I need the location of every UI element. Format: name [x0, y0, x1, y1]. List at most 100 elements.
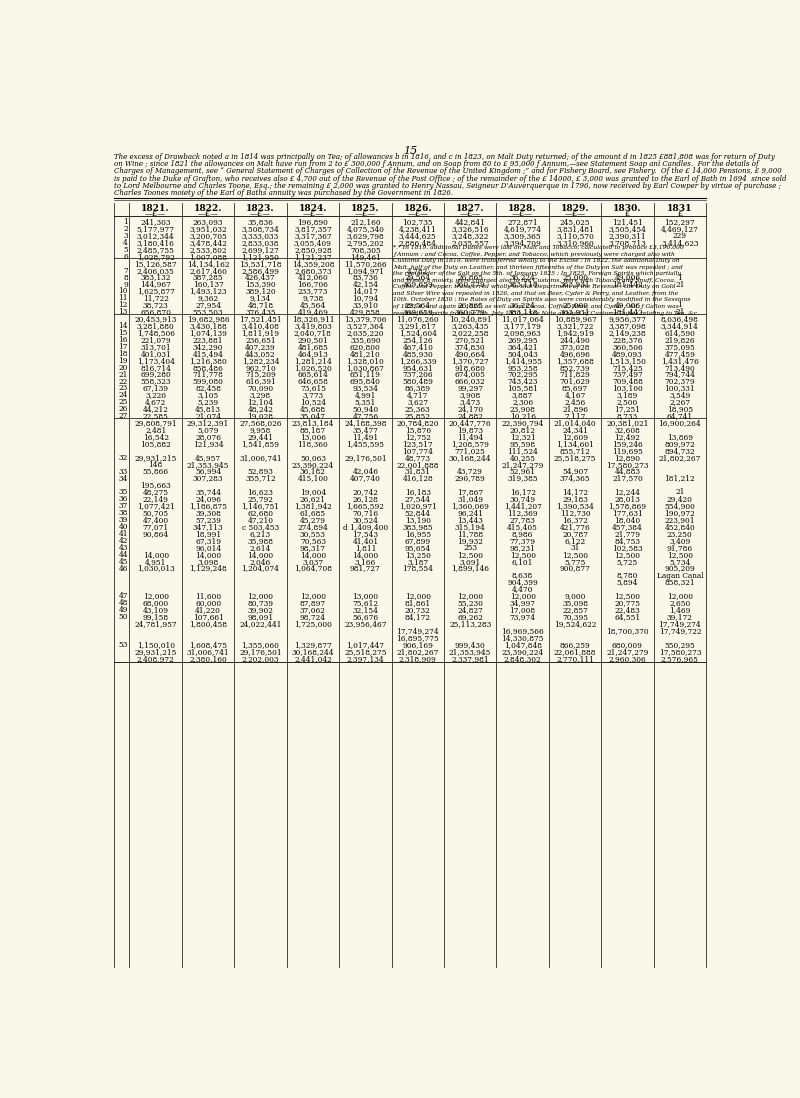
Text: 17,867: 17,867 — [457, 489, 483, 496]
Text: 26,128: 26,128 — [352, 495, 378, 503]
Text: 1,134,601: 1,134,601 — [556, 440, 594, 448]
Text: 962,710: 962,710 — [245, 363, 276, 372]
Text: 5: 5 — [123, 246, 128, 254]
Text: 360,506: 360,506 — [612, 343, 642, 351]
Text: 3,037: 3,037 — [302, 558, 323, 565]
Text: 5,775: 5,775 — [564, 558, 586, 565]
Text: 21,353,945: 21,353,945 — [449, 648, 491, 656]
Text: 53: 53 — [118, 641, 128, 649]
Text: 98,317: 98,317 — [300, 544, 326, 552]
Text: 5,177,977: 5,177,977 — [137, 225, 174, 233]
Text: 107,661: 107,661 — [193, 613, 223, 621]
Text: 54,907: 54,907 — [562, 468, 588, 475]
Text: 1829.: 1829. — [561, 203, 590, 213]
Text: 90,864: 90,864 — [142, 530, 169, 538]
Text: 86,389: 86,389 — [405, 384, 430, 392]
Text: 360,779: 360,779 — [454, 309, 486, 316]
Text: —£—: —£— — [198, 211, 218, 219]
Text: 6,213: 6,213 — [250, 530, 271, 538]
Text: 906,169: 906,169 — [402, 641, 433, 649]
Text: 52,893: 52,893 — [247, 468, 274, 475]
Text: 1824.: 1824. — [298, 203, 327, 213]
Text: 16,172: 16,172 — [510, 489, 535, 496]
Text: 32,154: 32,154 — [352, 606, 378, 614]
Text: 75,612: 75,612 — [352, 600, 378, 607]
Text: 11,017,064: 11,017,064 — [502, 315, 544, 323]
Text: 1821.: 1821. — [142, 203, 170, 213]
Text: 70,395: 70,395 — [562, 613, 588, 621]
Text: 10: 10 — [118, 288, 128, 295]
Text: 36,224: 36,224 — [510, 301, 535, 310]
Text: 858,321: 858,321 — [665, 579, 695, 586]
Text: 35,477: 35,477 — [352, 426, 378, 434]
Text: 504,043: 504,043 — [507, 350, 538, 358]
Text: 852,739: 852,739 — [560, 363, 590, 372]
Text: 20: 20 — [118, 363, 128, 372]
Text: c 503,453: c 503,453 — [242, 523, 279, 531]
Text: 2,380,160: 2,380,160 — [190, 654, 227, 663]
Text: 3,831,481: 3,831,481 — [556, 225, 594, 233]
Text: 20,742: 20,742 — [352, 489, 378, 496]
Text: 1825.: 1825. — [351, 203, 379, 213]
Text: 383,132: 383,132 — [141, 273, 171, 281]
Text: 3,263,435: 3,263,435 — [451, 322, 489, 330]
Text: 5,351: 5,351 — [354, 399, 376, 406]
Text: Customs Duty in 1819, were transferred wholly to the Excise ; In 1822, the addit: Customs Duty in 1819, were transferred w… — [393, 258, 680, 264]
Text: 81,861: 81,861 — [405, 600, 431, 607]
Text: 894,732: 894,732 — [665, 447, 695, 455]
Text: 14,000: 14,000 — [195, 551, 221, 559]
Text: 374,830: 374,830 — [455, 343, 486, 351]
Text: 558,323: 558,323 — [141, 378, 171, 385]
Text: 2,318,909: 2,318,909 — [399, 654, 437, 663]
Text: 98,231: 98,231 — [510, 544, 535, 552]
Text: 2,533,802: 2,533,802 — [190, 246, 227, 254]
Text: 1,030,013: 1,030,013 — [137, 564, 174, 573]
Text: 16,372: 16,372 — [562, 516, 588, 524]
Text: 1,204,074: 1,204,074 — [242, 564, 279, 573]
Text: 319,385: 319,385 — [507, 474, 538, 482]
Text: 2,046: 2,046 — [250, 558, 271, 565]
Text: 31,049: 31,049 — [457, 495, 483, 503]
Text: 12,500: 12,500 — [667, 551, 693, 559]
Text: 335,690: 335,690 — [350, 336, 381, 344]
Text: 1,146,751: 1,146,751 — [242, 502, 279, 511]
Text: 419,469: 419,469 — [298, 309, 328, 316]
Text: 3,505,454: 3,505,454 — [609, 225, 646, 233]
Text: 21: 21 — [675, 280, 685, 289]
Text: 855,712: 855,712 — [560, 447, 590, 455]
Text: 29,564: 29,564 — [405, 301, 430, 310]
Text: 373,028: 373,028 — [560, 343, 590, 351]
Text: 19,004: 19,004 — [300, 489, 326, 496]
Text: 1,455,595: 1,455,595 — [346, 440, 384, 448]
Text: 1,748,506: 1,748,506 — [137, 329, 174, 337]
Text: 22: 22 — [118, 378, 128, 385]
Text: 17,251: 17,251 — [614, 405, 641, 413]
Text: 67,139: 67,139 — [142, 384, 169, 392]
Text: 21,802,267: 21,802,267 — [658, 453, 701, 462]
Text: 245,025: 245,025 — [560, 219, 590, 226]
Text: 103,100: 103,100 — [612, 384, 642, 392]
Text: 19,028: 19,028 — [247, 412, 274, 421]
Text: 3,409: 3,409 — [670, 537, 690, 545]
Text: 244,490: 244,490 — [560, 336, 590, 344]
Text: 12,000: 12,000 — [300, 593, 326, 601]
Text: 701,629: 701,629 — [560, 378, 590, 385]
Text: 33,910: 33,910 — [352, 301, 378, 310]
Text: 12,609: 12,609 — [562, 433, 588, 441]
Text: 19,524,622: 19,524,622 — [554, 620, 596, 628]
Text: 2,850,928: 2,850,928 — [294, 246, 332, 254]
Text: 18,991: 18,991 — [195, 530, 221, 538]
Text: 3,394,709: 3,394,709 — [504, 239, 542, 247]
Text: 702,379: 702,379 — [665, 378, 695, 385]
Text: 31,831: 31,831 — [405, 468, 430, 475]
Text: 412,060: 412,060 — [298, 273, 328, 281]
Text: 24,170: 24,170 — [457, 405, 483, 413]
Text: 3,177,179: 3,177,179 — [504, 322, 542, 330]
Text: £: £ — [678, 211, 682, 219]
Text: 2,022,258: 2,022,258 — [451, 329, 489, 337]
Text: 17,543: 17,543 — [352, 530, 378, 538]
Text: 41,401: 41,401 — [352, 537, 378, 545]
Text: The excess of Drawback noted a in 1814 was principally on Tea; of allowances b i: The excess of Drawback noted a in 1814 w… — [114, 154, 775, 161]
Text: 27,783: 27,783 — [510, 516, 535, 524]
Text: 1,625,877: 1,625,877 — [137, 288, 174, 295]
